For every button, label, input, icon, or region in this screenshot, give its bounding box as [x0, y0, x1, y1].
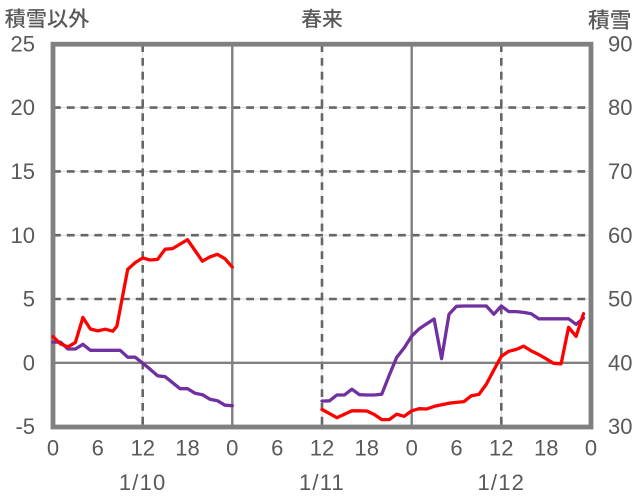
svg-text:1/12: 1/12 [477, 470, 525, 495]
svg-text:80: 80 [608, 95, 632, 120]
svg-text:30: 30 [608, 414, 632, 439]
svg-text:70: 70 [608, 159, 632, 184]
svg-text:10: 10 [11, 223, 35, 248]
svg-text:-5: -5 [15, 414, 35, 439]
svg-text:0: 0 [23, 350, 35, 375]
svg-text:5: 5 [23, 287, 35, 312]
svg-text:15: 15 [11, 159, 35, 184]
svg-text:90: 90 [608, 31, 632, 56]
svg-text:6: 6 [450, 436, 462, 461]
svg-text:0: 0 [585, 436, 597, 461]
svg-text:60: 60 [608, 223, 632, 248]
svg-text:1/11: 1/11 [299, 470, 345, 495]
svg-text:12: 12 [130, 436, 154, 461]
svg-text:6: 6 [271, 436, 283, 461]
svg-text:18: 18 [355, 436, 379, 461]
svg-text:1/10: 1/10 [119, 470, 167, 495]
svg-text:0: 0 [406, 436, 418, 461]
svg-text:50: 50 [608, 287, 632, 312]
svg-text:12: 12 [310, 436, 334, 461]
svg-text:40: 40 [608, 350, 632, 375]
svg-text:12: 12 [489, 436, 513, 461]
svg-text:25: 25 [11, 31, 35, 56]
svg-text:6: 6 [92, 436, 104, 461]
svg-text:20: 20 [11, 95, 35, 120]
svg-text:0: 0 [47, 436, 59, 461]
svg-text:18: 18 [534, 436, 558, 461]
svg-text:0: 0 [226, 436, 238, 461]
svg-text:18: 18 [175, 436, 199, 461]
